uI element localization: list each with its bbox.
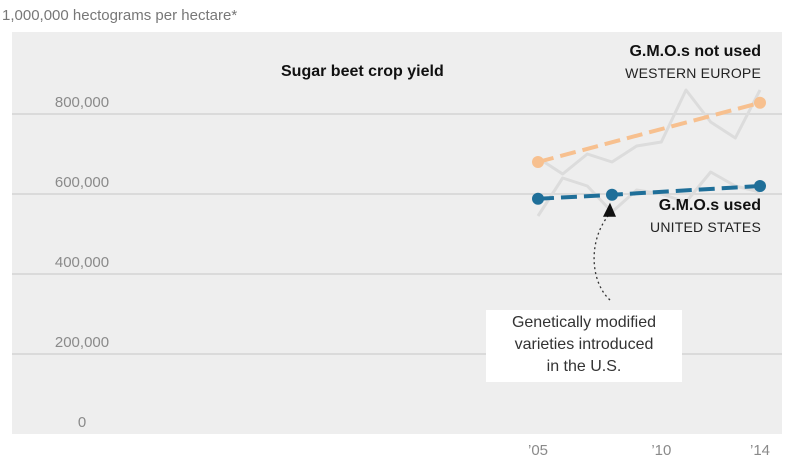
y-tick-label: 600,000 [55, 174, 109, 191]
y-tick-label: 800,000 [55, 94, 109, 111]
y-unit-label: 1,000,000 hectograms per hectare* [2, 7, 237, 24]
europe-raw-line [537, 88, 762, 176]
us-series-region: UNITED STATES [650, 219, 761, 235]
annotation-line: Genetically modified [511, 314, 657, 331]
x-tick-label: ’14 [750, 442, 770, 457]
us-point [606, 188, 618, 201]
us-raw-line [536, 170, 761, 217]
annotation-line: varieties introduced [514, 336, 654, 353]
us-point [754, 180, 766, 192]
annotation-arrowhead-icon [603, 202, 616, 217]
chart-title: Sugar beet crop yield [281, 63, 444, 80]
x-tick-label: ’10 [651, 442, 671, 457]
annotation-box: Genetically modified varieties introduce… [486, 310, 682, 382]
annotation-line: in the U.S. [546, 358, 622, 375]
europe-trend-line [537, 100, 761, 164]
y-tick-label: 400,000 [55, 254, 109, 271]
europe-series-region: WESTERN EUROPE [625, 65, 761, 81]
europe-series-name: G.M.O.s not used [629, 43, 761, 60]
europe-point [532, 156, 544, 168]
europe-point [754, 96, 766, 109]
x-tick-label: ’05 [528, 442, 548, 457]
us-series-name: G.M.O.s used [659, 197, 761, 214]
y-tick-label: 200,000 [55, 334, 109, 351]
y-tick-label: 0 [78, 414, 86, 431]
us-point [532, 192, 544, 205]
